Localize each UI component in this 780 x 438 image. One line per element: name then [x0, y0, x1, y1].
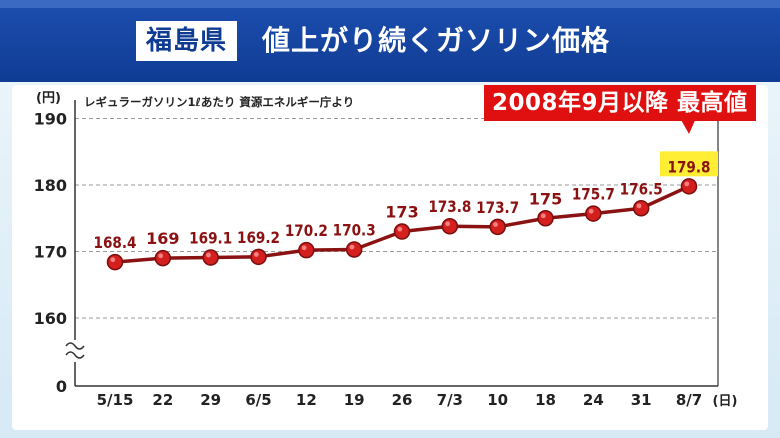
data-point-highlight — [397, 226, 403, 232]
x-tick-label: 5/15 — [97, 391, 134, 409]
banner-stripe — [0, 0, 780, 8]
record-high-callout: 2008年9月以降 最高値 — [484, 85, 756, 121]
data-point-highlight — [158, 253, 164, 259]
y-tick-label: 170 — [34, 243, 67, 262]
x-tick-label: 24 — [583, 391, 604, 409]
data-label: 179.8 — [668, 157, 711, 176]
data-point-highlight — [684, 181, 690, 187]
data-point — [154, 249, 172, 267]
title-banner: 福島県 値上がり続くガソリン価格 — [0, 0, 780, 82]
data-point-highlight — [301, 245, 307, 251]
data-point — [585, 205, 602, 222]
data-point — [537, 210, 554, 227]
data-point-highlight — [540, 213, 546, 219]
x-tick-label: 7/3 — [437, 391, 463, 409]
data-label: 175 — [529, 189, 562, 208]
data-label: 169 — [146, 229, 179, 248]
data-label: 169.2 — [237, 228, 280, 247]
data-point-highlight — [349, 244, 355, 250]
page-title: 値上がり続くガソリン価格 — [262, 24, 611, 57]
data-label: 173 — [385, 203, 418, 222]
x-tick-label: 6/5 — [245, 391, 271, 409]
x-tick-label: 29 — [200, 391, 221, 409]
data-label: 175.7 — [572, 185, 615, 204]
y-tick-label: 0 — [56, 377, 67, 396]
x-tick-label: 26 — [392, 391, 413, 409]
data-point — [441, 217, 459, 235]
data-label: 176.5 — [620, 179, 663, 198]
data-label: 170.2 — [285, 221, 328, 240]
x-tick-label: 31 — [631, 391, 652, 409]
x-tick-label: 10 — [487, 391, 508, 409]
max-value-badge — [660, 151, 718, 177]
x-tick-label: 18 — [535, 391, 556, 409]
y-tick-label: 190 — [34, 110, 67, 129]
data-point — [345, 241, 363, 258]
data-point-highlight — [110, 257, 116, 263]
data-point-highlight — [636, 203, 642, 209]
x-tick-label: 12 — [296, 391, 317, 409]
data-label: 168.4 — [94, 233, 137, 252]
y-tick-label: 160 — [34, 309, 67, 328]
x-tick-label: 19 — [344, 391, 365, 409]
prefecture-label: 福島県 — [136, 21, 238, 61]
source-note: レギュラーガソリン1ℓあたり 資源エネルギー庁より — [84, 95, 355, 109]
data-label: 170.3 — [333, 221, 376, 240]
data-point — [250, 248, 267, 266]
y-axis-unit: (円) — [36, 91, 61, 106]
data-point — [393, 223, 411, 240]
x-axis-unit: (日) — [713, 394, 738, 409]
chart-panel — [12, 85, 768, 430]
data-point — [680, 178, 698, 195]
data-point-highlight — [206, 252, 211, 258]
data-label: 173.8 — [428, 197, 471, 216]
x-tick-label: 8/7 — [676, 391, 702, 409]
data-point-highlight — [588, 208, 594, 214]
data-point-highlight — [445, 221, 451, 227]
data-point-highlight — [493, 222, 498, 227]
data-point — [202, 249, 219, 266]
data-point — [106, 253, 124, 271]
data-point-highlight — [253, 252, 259, 257]
data-point — [632, 200, 650, 217]
callout-pointer — [680, 118, 696, 134]
data-point — [298, 241, 315, 259]
data-point — [489, 218, 506, 236]
axis-break-icon — [65, 342, 85, 359]
x-tick-label: 22 — [152, 391, 173, 409]
data-label: 169.1 — [189, 228, 232, 247]
y-tick-label: 180 — [34, 176, 67, 195]
data-label: 173.7 — [476, 198, 519, 217]
